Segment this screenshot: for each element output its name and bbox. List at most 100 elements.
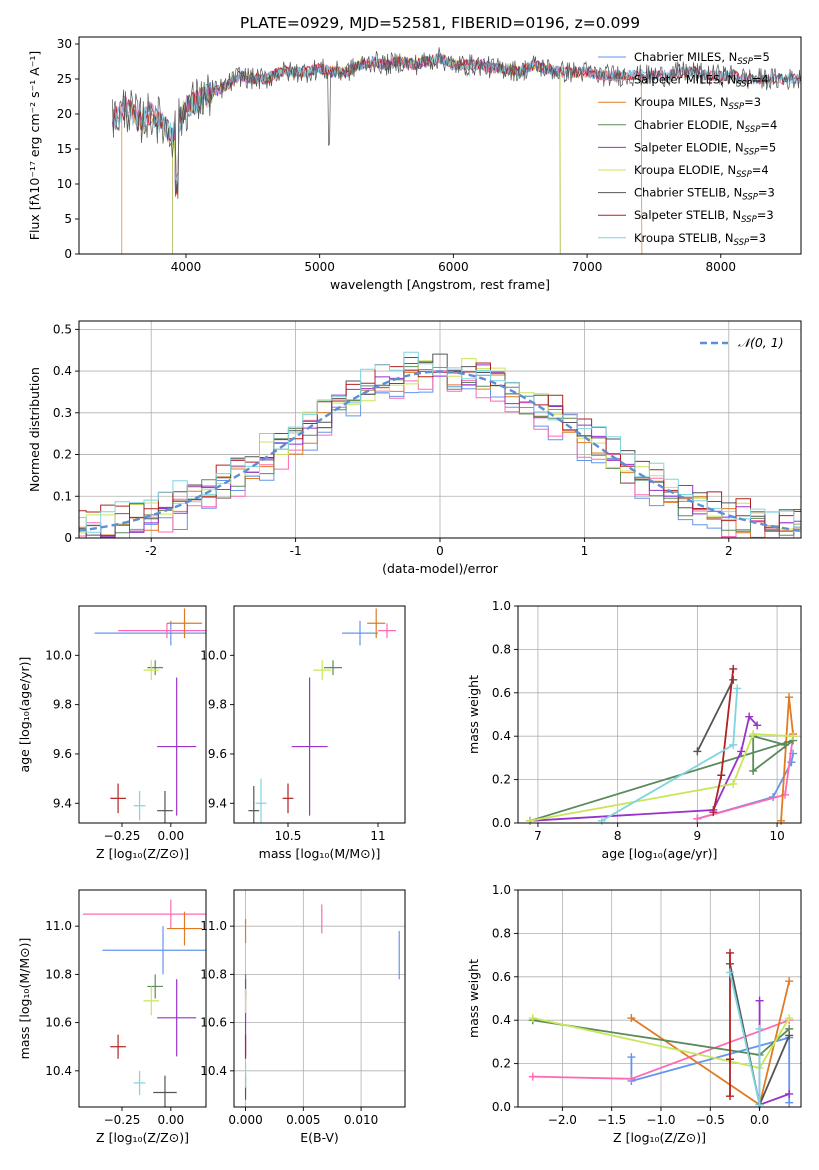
massweight-marker	[726, 1092, 735, 1101]
errorbar-chabrier-miles	[102, 926, 206, 975]
legend-entry: Salpeter MILES, NSSP=4	[634, 73, 769, 90]
residuals-xtick-label: -1	[290, 544, 302, 558]
mass_vs_Z-ytick-label: 11.0	[45, 919, 72, 933]
residuals-xtick-label: -2	[145, 544, 157, 558]
massweight_vs_Z-ytick-label: 0.8	[492, 926, 511, 940]
axes-frames	[75, 36, 802, 1111]
age_vs_mass-xtick-label: 11	[370, 829, 385, 843]
residuals-ytick-label: 0	[64, 531, 72, 545]
massweight_vs_Z-ytick-label: 0.2	[492, 1057, 511, 1071]
massweight_vs_age-ytick-label: 0.6	[492, 686, 511, 700]
errorbar-salpeter-miles	[118, 623, 206, 639]
massweight_vs_Z-frame	[517, 889, 802, 1108]
massweight-marker	[785, 693, 794, 702]
errorbar-salpeter-stelib	[282, 783, 294, 814]
mass_vs_EBV-xlabel: E(B-V)	[300, 1130, 339, 1145]
residual-histogram	[79, 363, 801, 538]
legend-entry: Kroupa ELODIE, NSSP=4	[634, 163, 769, 180]
gaussian-curve	[78, 370, 802, 532]
massweight_vs_age-frame	[517, 605, 802, 824]
spectrum-xtick-label: 5000	[304, 260, 335, 274]
mass_vs_Z-plot-area	[79, 890, 206, 1107]
spectrum-ytick-label: 30	[57, 37, 72, 51]
legend-entry: Kroupa STELIB, NSSP=3	[634, 231, 766, 248]
residuals-ytick-label: 0.2	[53, 448, 72, 462]
massweight-marker	[627, 1074, 636, 1083]
spectrum-ytick-label: 15	[57, 142, 72, 156]
massweight-marker	[789, 732, 798, 741]
errorbar-kroupa-elodie	[143, 660, 160, 680]
legend-entry: Chabrier STELIB, NSSP=3	[634, 186, 775, 203]
massweight-marker	[726, 968, 735, 977]
residuals-ytick-label: 0.5	[53, 322, 72, 336]
errorbar-kroupa-elodie	[313, 660, 332, 680]
errorbar-salpeter-elodie	[157, 677, 197, 816]
spectrum-xtick-label: 6000	[438, 260, 469, 274]
errorbar-kroupa-miles	[166, 608, 203, 639]
errorbar-chabrier-stelib	[248, 786, 260, 823]
mass_vs_EBV-ytick-label: 10.8	[200, 967, 227, 981]
errorbar-chabrier-elodie	[147, 660, 164, 676]
massweight-marker	[627, 1014, 636, 1023]
mass_vs_Z-ylabel: mass [log₁₀(M/M⊙)]	[17, 938, 32, 1060]
errorbar-kroupa-miles	[166, 911, 203, 946]
massweight_vs_Z-ylabel: mass weight	[466, 959, 481, 1038]
massweight-marker	[785, 977, 794, 986]
massweight_vs_Z-xtick-label: −1.0	[646, 1113, 675, 1127]
massweight_vs_Z-ytick-label: 0.6	[492, 970, 511, 984]
massweight_vs_Z-plot-area	[518, 890, 801, 1107]
massweight_vs_Z-ytick-label: 0.4	[492, 1013, 511, 1027]
massweight-marker	[785, 1089, 794, 1098]
spectrum-xtick-label: 7000	[572, 260, 603, 274]
massweight_vs_age-xtick-label: 8	[614, 829, 622, 843]
massweight-marker	[729, 664, 738, 673]
age_vs_mass-ytick-label: 9.6	[208, 747, 227, 761]
massweight-line-chabrier-stelib	[696, 679, 735, 752]
massweight-marker	[693, 814, 702, 823]
age_vs_mass-xlabel: mass [log₁₀(M/M⊙)]	[259, 846, 381, 861]
massweight-marker	[785, 1031, 794, 1040]
massweight-marker	[749, 766, 758, 775]
massweight-marker	[726, 1055, 735, 1064]
residuals-xtick-label: 1	[581, 544, 589, 558]
errorbar-kroupa-miles	[367, 608, 386, 639]
residuals-ytick-label: 0.1	[53, 489, 72, 503]
errorbar-chabrier-miles	[94, 620, 206, 646]
spectrum-line-chabrier-stelib	[112, 47, 801, 199]
spectrum-ytick-label: 25	[57, 72, 72, 86]
mass_vs_Z-ytick-label: 10.4	[45, 1064, 72, 1078]
spectrum-ytick-label: 20	[57, 107, 72, 121]
massweight_vs_age-xtick-label: 7	[534, 829, 542, 843]
errorbar-chabrier-elodie	[147, 974, 164, 999]
massweight-marker	[729, 779, 738, 788]
spectrum-ytick-label: 10	[57, 177, 72, 191]
errorbar-chabrier-stelib	[153, 1075, 177, 1107]
age_vs_Z-plot-area	[79, 606, 206, 823]
age_vs_Z-ytick-label: 9.4	[53, 796, 72, 810]
massweight-line-chabrier-miles	[630, 1036, 791, 1103]
massweight_vs_Z-xtick-label: 0.0	[750, 1113, 769, 1127]
spectrum-xtick-label: 4000	[171, 260, 202, 274]
errorbar-salpeter-elodie	[157, 979, 197, 1057]
mass_vs_EBV-plot-area	[234, 890, 405, 1107]
age_vs_mass-xtick-label: 10.5	[275, 829, 302, 843]
massweight-marker	[753, 721, 762, 730]
massweight_vs_Z-ytick-label: 0.0	[492, 1100, 511, 1114]
legend-entry: Salpeter ELODIE, NSSP=5	[634, 140, 776, 157]
massweight-marker	[785, 1098, 794, 1107]
spectrum-ytick-label: 0	[64, 247, 72, 261]
spectrum-xlabel: wavelength [Angstrom, rest frame]	[330, 277, 550, 292]
spectrum-xtick-label: 8000	[706, 260, 737, 274]
mass_vs_Z-xlabel: Z [log₁₀(Z/Z⊙)]	[96, 1130, 189, 1145]
residual-histogram	[79, 367, 801, 538]
age_vs_mass-ytick-label: 10.0	[200, 648, 227, 662]
massweight_vs_age-ytick-label: 0.2	[492, 773, 511, 787]
massweight-marker	[749, 730, 758, 739]
massweight_vs_age-ytick-label: 0.4	[492, 729, 511, 743]
massweight-marker	[627, 1053, 636, 1062]
mass_vs_EBV-xtick-label: 0.005	[286, 1113, 320, 1127]
errorbar-chabrier-stelib	[157, 790, 173, 823]
massweight-marker	[729, 675, 738, 684]
errorbar-salpeter-stelib	[110, 1034, 126, 1059]
spectrum-frame	[78, 36, 802, 255]
